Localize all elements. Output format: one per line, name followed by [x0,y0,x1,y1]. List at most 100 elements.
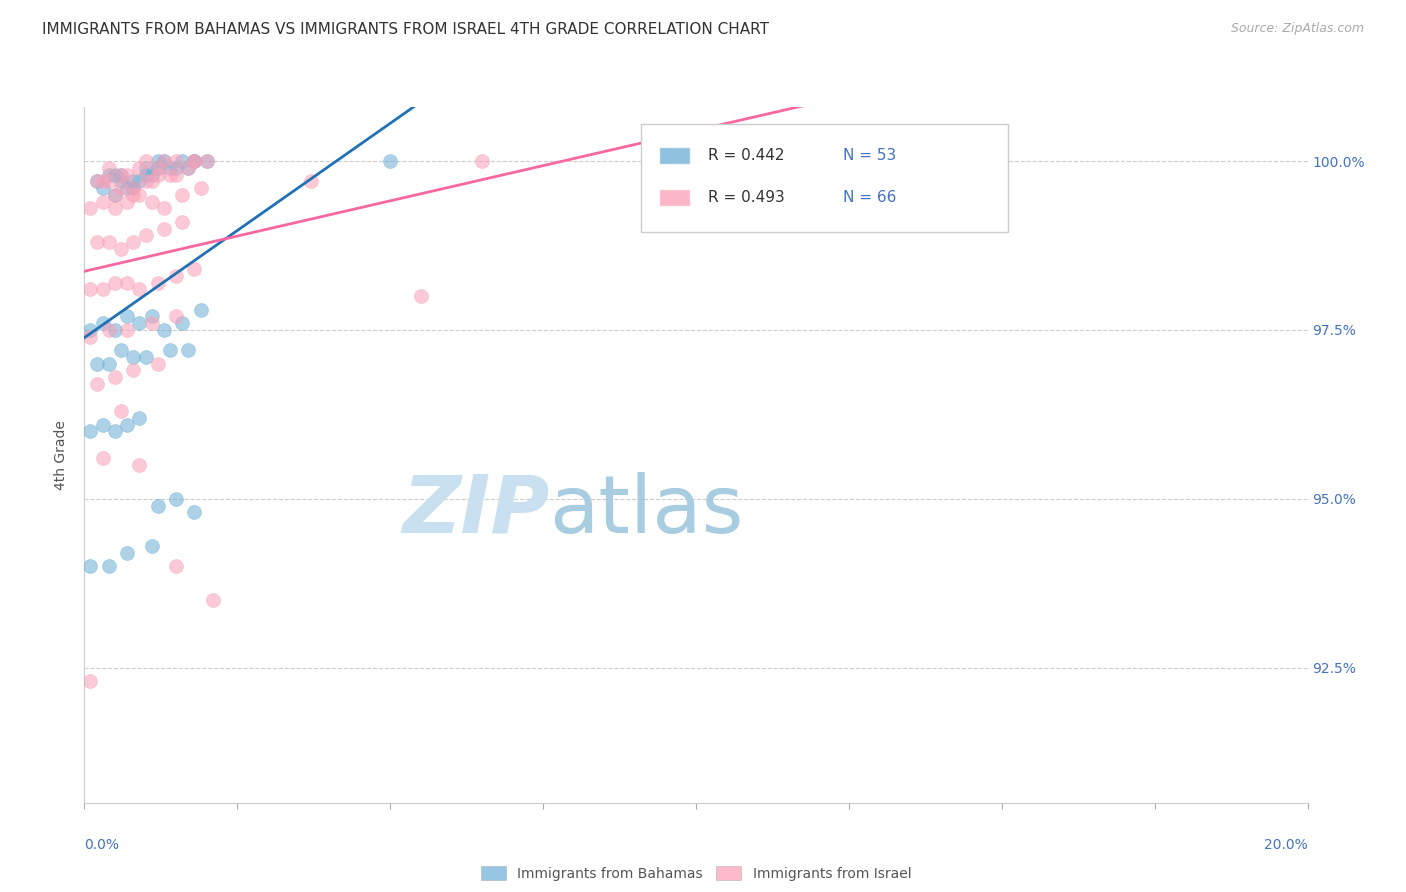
Point [110,181,132,195]
Point [135,161,157,175]
Point [122,187,145,202]
Point [128,187,150,202]
Point [122,181,145,195]
Text: 0.0%: 0.0% [84,838,120,853]
Point [122,181,145,195]
FancyBboxPatch shape [659,147,690,164]
Point [195,154,218,169]
Point [183,154,205,169]
FancyBboxPatch shape [641,124,1008,232]
Point [115,417,138,432]
Point [128,316,150,330]
Point [183,505,205,519]
Point [165,491,187,506]
Point [153,221,176,235]
Point [190,302,212,317]
Point [165,161,187,175]
Point [141,194,163,209]
Point [190,181,212,195]
Point [165,154,187,169]
Point [91,417,114,432]
Point [128,174,150,188]
Legend: Immigrants from Bahamas, Immigrants from Israel: Immigrants from Bahamas, Immigrants from… [475,861,917,887]
Point [172,187,194,202]
Text: IMMIGRANTS FROM BAHAMAS VS IMMIGRANTS FROM ISRAEL 4TH GRADE CORRELATION CHART: IMMIGRANTS FROM BAHAMAS VS IMMIGRANTS FR… [42,22,769,37]
Text: R = 0.442: R = 0.442 [709,148,785,163]
Point [153,154,176,169]
Point [79,323,101,337]
Point [110,174,132,188]
Point [115,310,138,324]
Point [110,343,132,358]
Point [128,410,150,425]
Point [172,316,194,330]
Point [135,168,157,182]
Point [104,187,127,202]
Text: N = 53: N = 53 [842,148,896,163]
Point [141,174,163,188]
Point [91,451,114,466]
Point [122,363,145,377]
Point [115,168,138,182]
Point [91,194,114,209]
Point [86,174,108,188]
Point [128,458,150,472]
Point [165,268,187,283]
Point [153,323,176,337]
Text: R = 0.493: R = 0.493 [709,190,785,205]
Point [110,404,132,418]
Point [122,235,145,249]
Point [79,559,101,574]
Point [159,161,181,175]
Point [104,370,127,384]
Point [104,168,127,182]
Point [79,424,101,438]
Point [471,154,494,169]
Point [79,282,101,296]
Point [115,194,138,209]
Point [122,350,145,364]
Point [195,154,218,169]
Point [115,276,138,290]
FancyBboxPatch shape [659,189,690,206]
Point [104,323,127,337]
Point [141,316,163,330]
Point [183,154,205,169]
Point [104,424,127,438]
Text: N = 66: N = 66 [842,190,896,205]
Point [135,154,157,169]
Point [141,539,163,553]
Point [97,323,120,337]
Point [86,357,108,371]
Point [104,202,127,216]
Point [91,316,114,330]
Point [128,282,150,296]
Point [86,235,108,249]
Point [380,154,402,169]
Point [177,161,200,175]
Point [146,499,169,513]
Point [115,181,138,195]
Point [97,357,120,371]
Point [159,168,181,182]
Point [86,174,108,188]
Point [135,174,157,188]
Y-axis label: 4th Grade: 4th Grade [55,420,69,490]
Point [409,289,432,303]
Point [165,310,187,324]
Point [135,228,157,243]
Point [201,593,224,607]
Point [79,202,101,216]
Point [165,559,187,574]
Point [79,674,101,689]
Point [146,154,169,169]
Point [115,546,138,560]
Text: Source: ZipAtlas.com: Source: ZipAtlas.com [1230,22,1364,36]
Point [110,168,132,182]
Point [91,282,114,296]
Point [86,376,108,391]
Point [153,202,176,216]
Point [97,174,120,188]
Point [97,161,120,175]
Point [183,154,205,169]
